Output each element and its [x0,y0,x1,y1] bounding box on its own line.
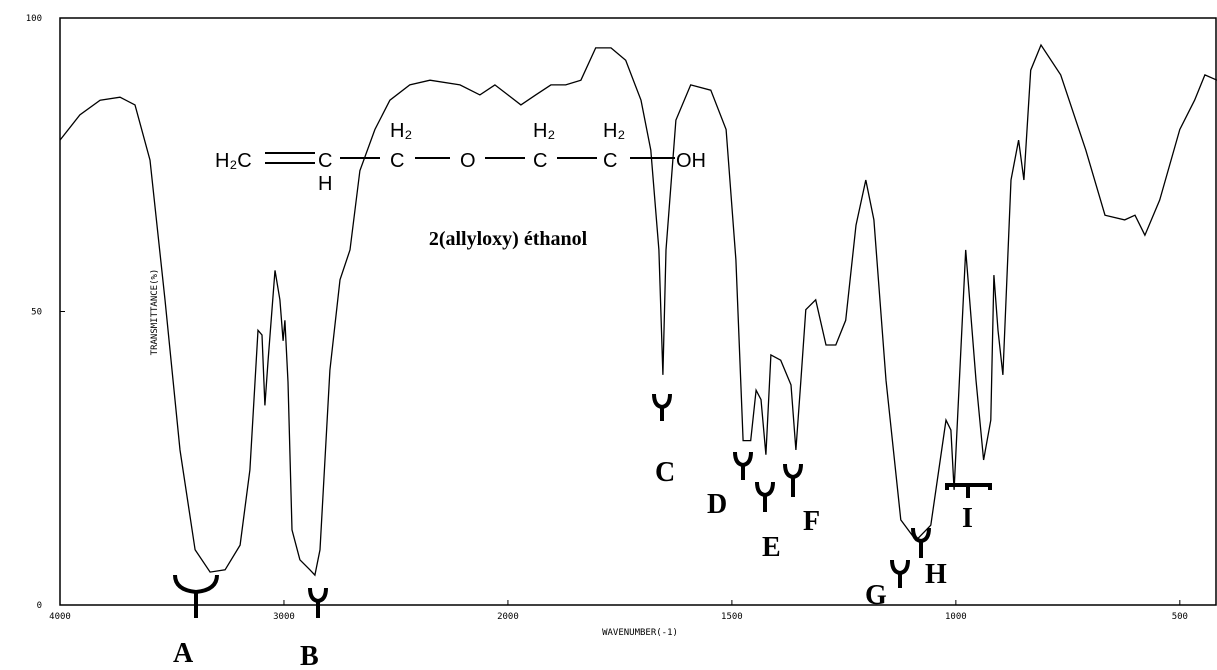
annotation-bracket [652,393,672,421]
atom-label: O [460,150,476,172]
x-axis-label: WAVENUMBER(-1) [602,628,678,638]
annotation-label: I [962,503,973,534]
atom-label: C [603,150,617,172]
annotation-bracket [945,483,992,498]
atom-label: H₂C [215,150,252,172]
annotation-bracket [890,559,910,588]
y-tick-label: 50 [31,308,42,318]
x-tick-label: 2000 [497,612,519,622]
y-axis-label: TRANSMITTANCE(%) [150,269,160,356]
bonds [265,152,675,164]
compound-name: 2(allyloxy) éthanol [429,228,588,250]
atom-label: H₂ [603,120,625,142]
x-tick-label: 4000 [49,612,71,622]
annotation-label: G [865,580,887,611]
annotation-label: E [762,532,781,563]
atom-label: H [318,173,332,195]
annotation-bracket [173,574,219,618]
annotation-label: A [173,638,194,669]
y-tick-label: 0 [37,601,42,611]
annotation-bracket [911,527,931,558]
x-tick-label: 3000 [273,612,295,622]
annotation-bracket [733,451,753,480]
annotation-bracket [783,463,803,497]
plot-frame [59,17,1217,606]
x-tick-label: 500 [1172,612,1188,622]
annotation-label: B [300,641,319,670]
y-tick-label: 100 [26,14,42,24]
atom-label: H₂ [390,120,412,142]
spectrum-line [59,43,1217,577]
atom-label: C [533,150,547,172]
annotation-bracket [755,481,775,512]
annotation-label: H [925,559,947,590]
annotation-label: F [803,506,820,537]
annotation-label: D [707,489,727,520]
atom-label: C [390,150,404,172]
atom-label: H₂ [533,120,555,142]
x-tick-label: 1000 [945,612,967,622]
atom-label: OH [676,150,706,172]
x-tick-label: 1500 [721,612,743,622]
atom-label: C [318,150,332,172]
annotation-label: C [655,457,675,488]
annotation-bracket [308,587,328,618]
